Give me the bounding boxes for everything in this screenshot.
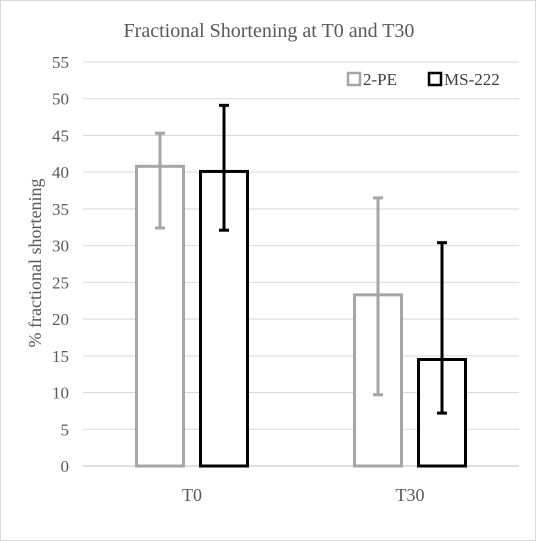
bars [135, 164, 467, 468]
y-tick-labels: 0 5 10 15 20 25 30 35 40 45 50 55 [52, 53, 69, 476]
legend-swatch [346, 71, 362, 87]
y-tick-label: 25 [52, 273, 69, 292]
y-tick-label: 55 [52, 53, 69, 72]
y-tick-label: 50 [52, 90, 69, 109]
y-tick-label: 5 [61, 420, 70, 439]
x-tick-labels: T0 T30 [182, 485, 425, 505]
y-tick-label: 15 [52, 347, 69, 366]
chart-title: Fractional Shortening at T0 and T30 [124, 20, 415, 42]
x-tick-label: T0 [182, 485, 202, 505]
legend-label: 2-PE [363, 70, 397, 89]
y-tick-label: 30 [52, 237, 69, 256]
x-tick-label: T30 [396, 485, 425, 505]
y-tick-label: 0 [61, 457, 70, 476]
legend-swatch [427, 71, 443, 87]
legend-label: MS-222 [444, 70, 500, 89]
legend: 2-PE MS-222 [346, 70, 500, 89]
y-tick-label: 10 [52, 384, 69, 403]
y-axis-label: % fractional shortening [25, 179, 45, 348]
y-tick-label: 45 [52, 126, 69, 145]
y-tick-label: 40 [52, 163, 69, 182]
error-bars [155, 103, 447, 415]
y-tick-label: 35 [52, 200, 69, 219]
y-tick-label: 20 [52, 310, 69, 329]
